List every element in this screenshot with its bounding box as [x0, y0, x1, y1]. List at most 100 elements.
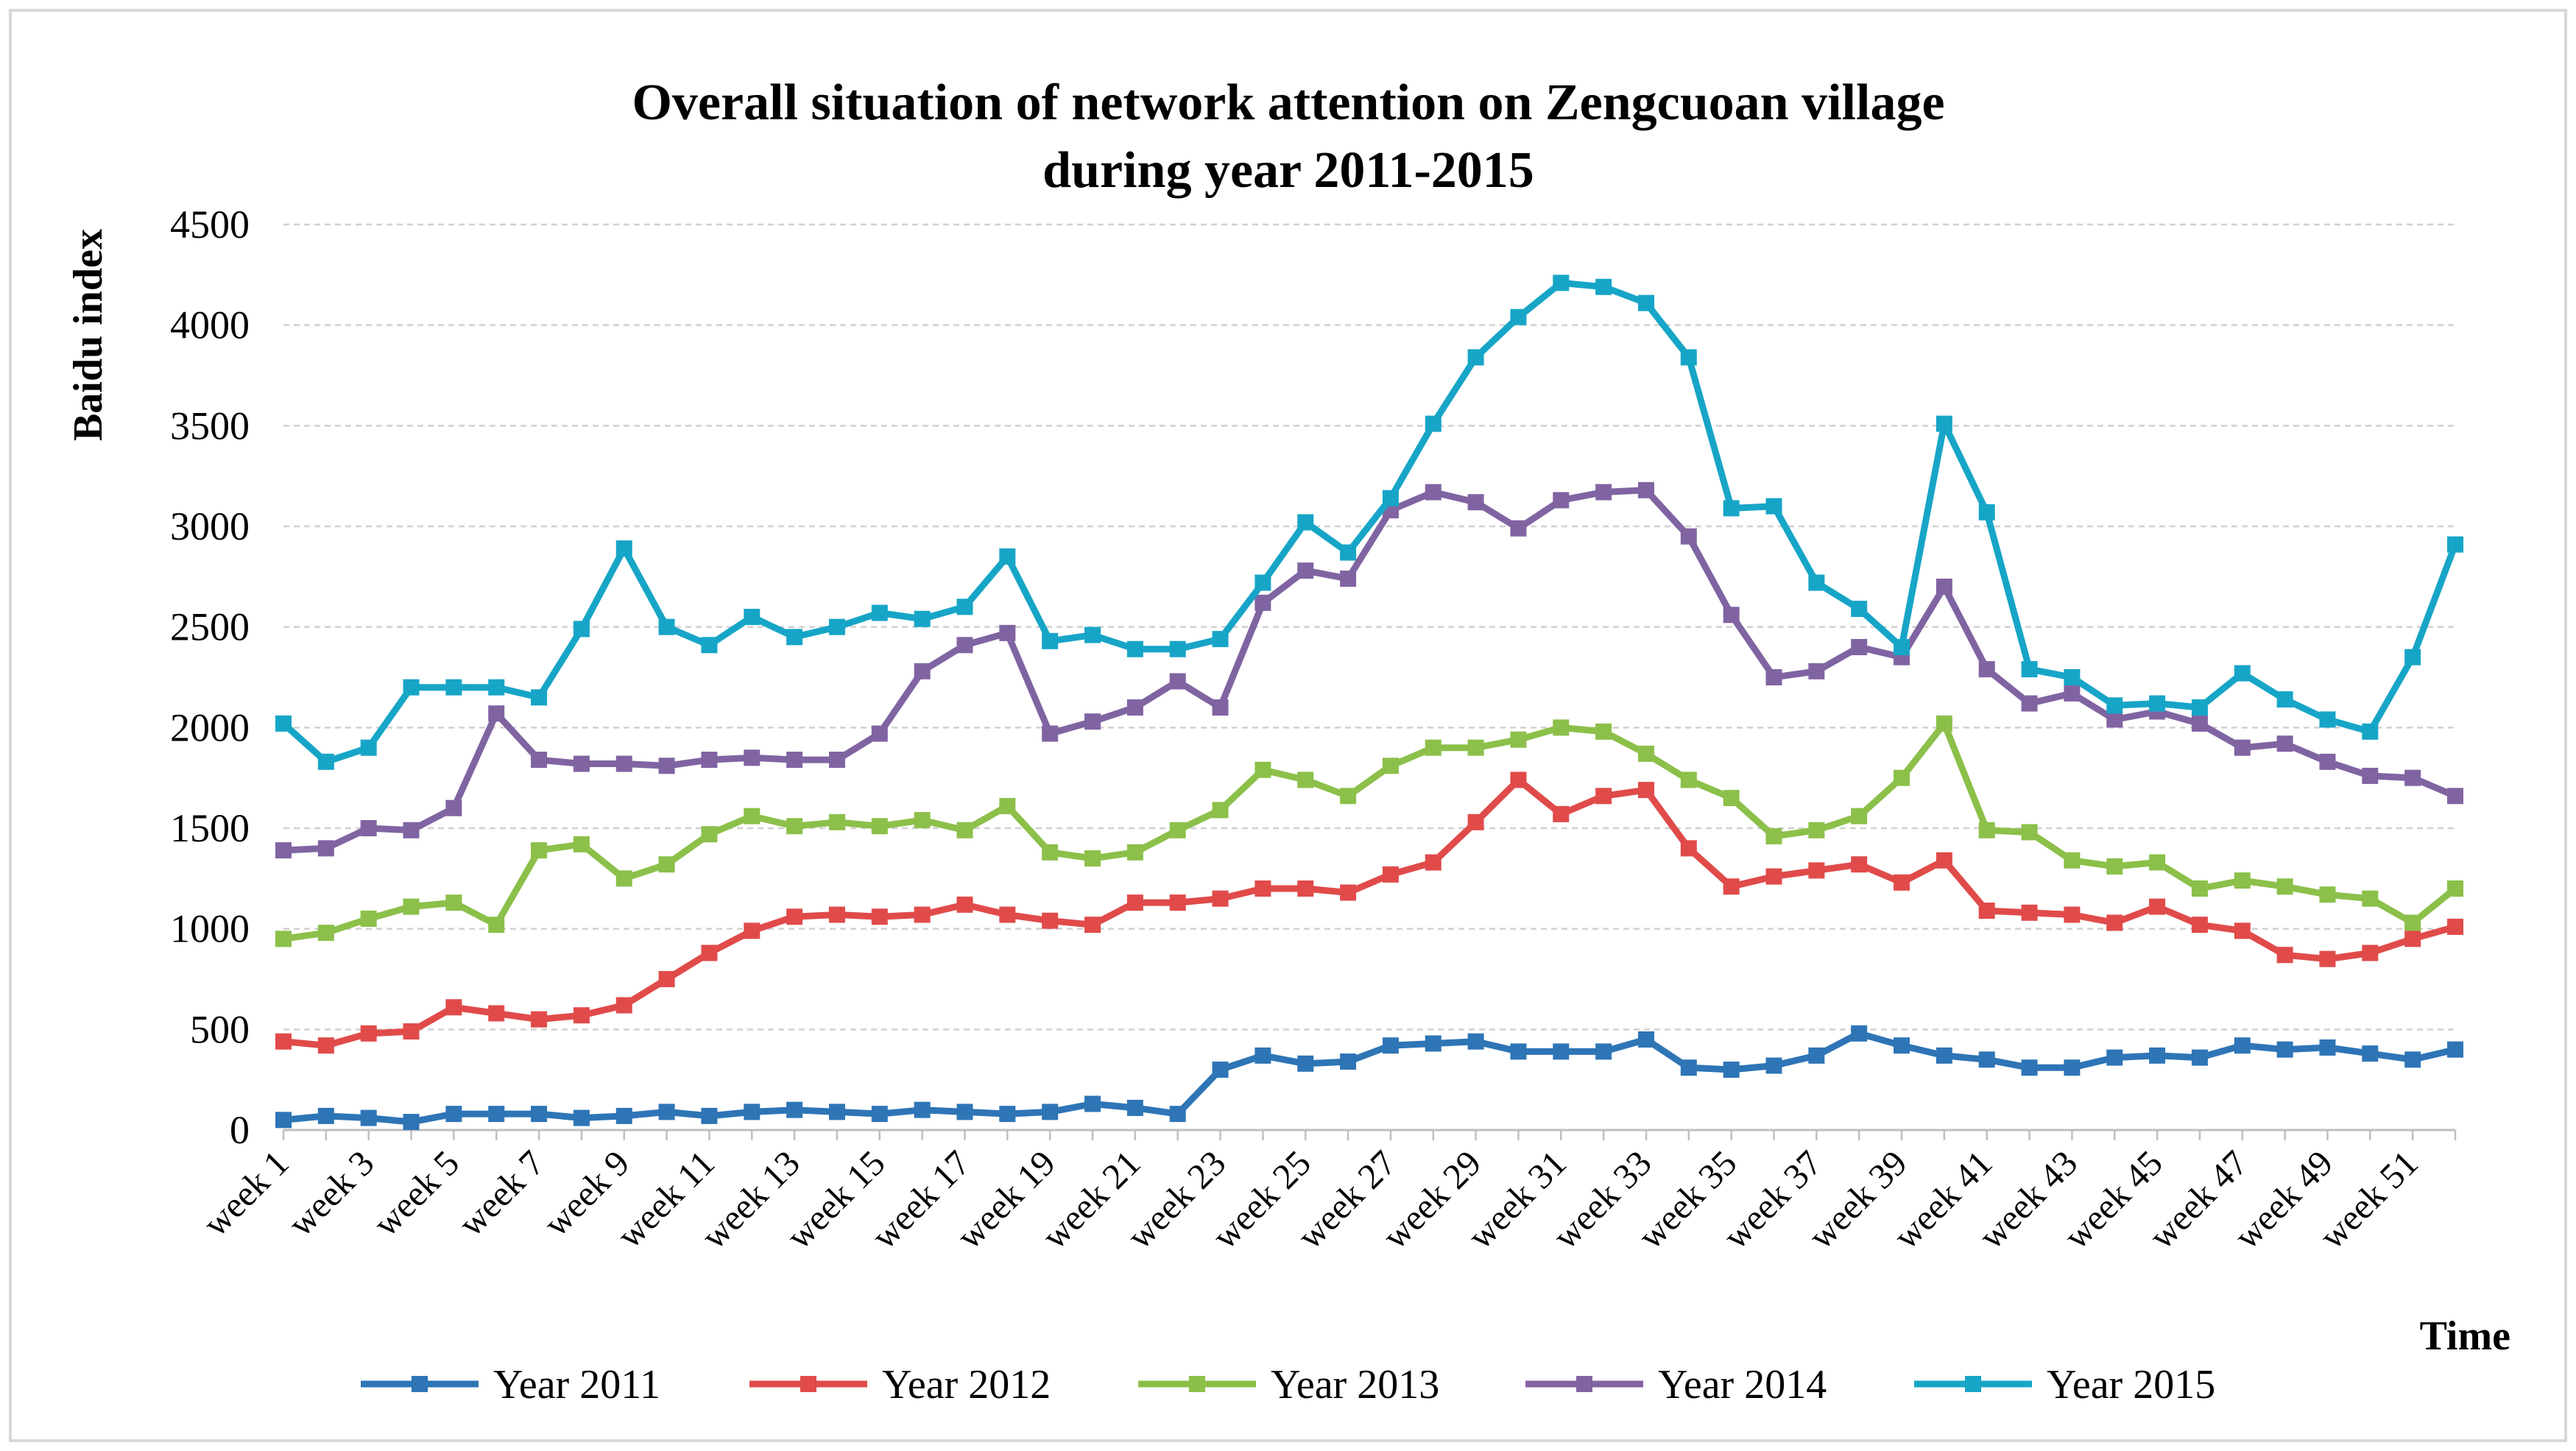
data-point	[2447, 1041, 2463, 1058]
data-point	[956, 896, 973, 913]
data-point	[2447, 536, 2463, 553]
data-point	[2404, 649, 2421, 666]
chart-title-line-2: during year 2011-2015	[1042, 142, 1534, 199]
legend-label: Year 2014	[1658, 1362, 1827, 1408]
data-point	[1169, 1106, 1186, 1123]
data-point	[1851, 856, 1868, 873]
data-point	[2234, 1037, 2251, 1054]
data-point	[658, 971, 675, 987]
data-point	[701, 1107, 718, 1124]
data-point	[2276, 1041, 2293, 1058]
data-point	[615, 755, 632, 772]
data-point	[445, 679, 462, 696]
data-point	[1595, 278, 1612, 295]
data-point	[445, 894, 462, 911]
data-point	[2064, 906, 2081, 923]
data-point	[445, 1106, 462, 1123]
data-point	[1723, 1062, 1740, 1078]
data-point	[1680, 349, 1697, 366]
data-point	[275, 931, 292, 947]
data-point	[488, 705, 505, 722]
data-point	[1255, 880, 1271, 897]
data-point	[1212, 890, 1229, 907]
legend-label: Year 2012	[882, 1362, 1051, 1408]
data-point	[1680, 1059, 1697, 1076]
data-point	[275, 1112, 292, 1129]
data-point	[488, 1005, 505, 1022]
data-point	[1169, 640, 1186, 657]
y-tick-labels: 0 500 1000 1500 2000 2500 3000 3500 4000 4500	[170, 202, 250, 1152]
data-point	[1595, 1043, 1612, 1060]
data-point	[531, 689, 548, 706]
data-point	[1212, 1062, 1229, 1078]
data-point	[531, 1106, 548, 1123]
data-point	[403, 1114, 420, 1131]
data-point	[1297, 514, 1314, 531]
data-point	[1978, 903, 1995, 919]
data-point	[1637, 782, 1654, 799]
data-point	[360, 911, 377, 927]
data-point	[914, 663, 931, 679]
data-point	[1084, 1095, 1101, 1112]
data-point	[1425, 739, 1441, 756]
data-point	[360, 1109, 377, 1126]
data-point	[1255, 574, 1271, 591]
legend-swatch-marker	[800, 1376, 816, 1392]
data-point	[828, 1104, 845, 1120]
data-point	[615, 997, 632, 1014]
data-point	[744, 1104, 761, 1120]
data-point	[871, 818, 888, 835]
data-point	[1382, 866, 1399, 883]
data-point	[1510, 308, 1527, 325]
data-point	[2319, 886, 2336, 903]
data-point	[1595, 723, 1612, 740]
data-point	[1637, 1031, 1654, 1048]
data-point	[1126, 844, 1143, 861]
data-point	[2106, 1049, 2123, 1066]
legend-label: Year 2011	[493, 1362, 660, 1408]
data-point	[2319, 950, 2336, 967]
data-point	[1169, 894, 1186, 911]
data-point	[828, 752, 845, 769]
data-point	[1084, 626, 1101, 643]
data-point	[1808, 1047, 1825, 1064]
data-point	[2106, 858, 2123, 875]
data-point	[2404, 914, 2421, 931]
data-point	[1425, 484, 1441, 501]
data-point	[1553, 805, 1570, 822]
data-point	[2404, 1051, 2421, 1068]
data-point	[2276, 947, 2293, 964]
data-point	[360, 739, 377, 756]
data-point	[914, 906, 931, 923]
data-point	[1297, 880, 1314, 897]
data-point	[1340, 884, 1357, 901]
data-point	[1510, 1043, 1527, 1060]
data-point	[2447, 918, 2463, 935]
data-point	[1808, 862, 1825, 879]
data-point	[1978, 822, 1995, 839]
data-point	[744, 922, 761, 939]
data-point	[2021, 1059, 2038, 1076]
data-point	[786, 752, 803, 769]
data-point	[1894, 1037, 1910, 1054]
data-point	[786, 629, 803, 646]
data-point	[2191, 1049, 2208, 1066]
data-point	[403, 822, 420, 839]
data-point	[1510, 731, 1527, 748]
data-point	[531, 842, 548, 859]
data-point	[2276, 735, 2293, 752]
legend-item: Year 2011	[361, 1362, 660, 1408]
data-point	[2064, 852, 2081, 869]
data-point	[1978, 661, 1995, 678]
data-point	[2106, 914, 2123, 931]
data-point	[1723, 790, 1740, 806]
data-point	[1553, 275, 1570, 292]
data-point	[701, 752, 718, 769]
data-point	[658, 618, 675, 635]
data-point	[360, 1025, 377, 1042]
data-point	[871, 908, 888, 925]
data-point	[2149, 898, 2166, 915]
data-point	[1467, 1033, 1484, 1050]
data-point	[1723, 500, 1740, 517]
